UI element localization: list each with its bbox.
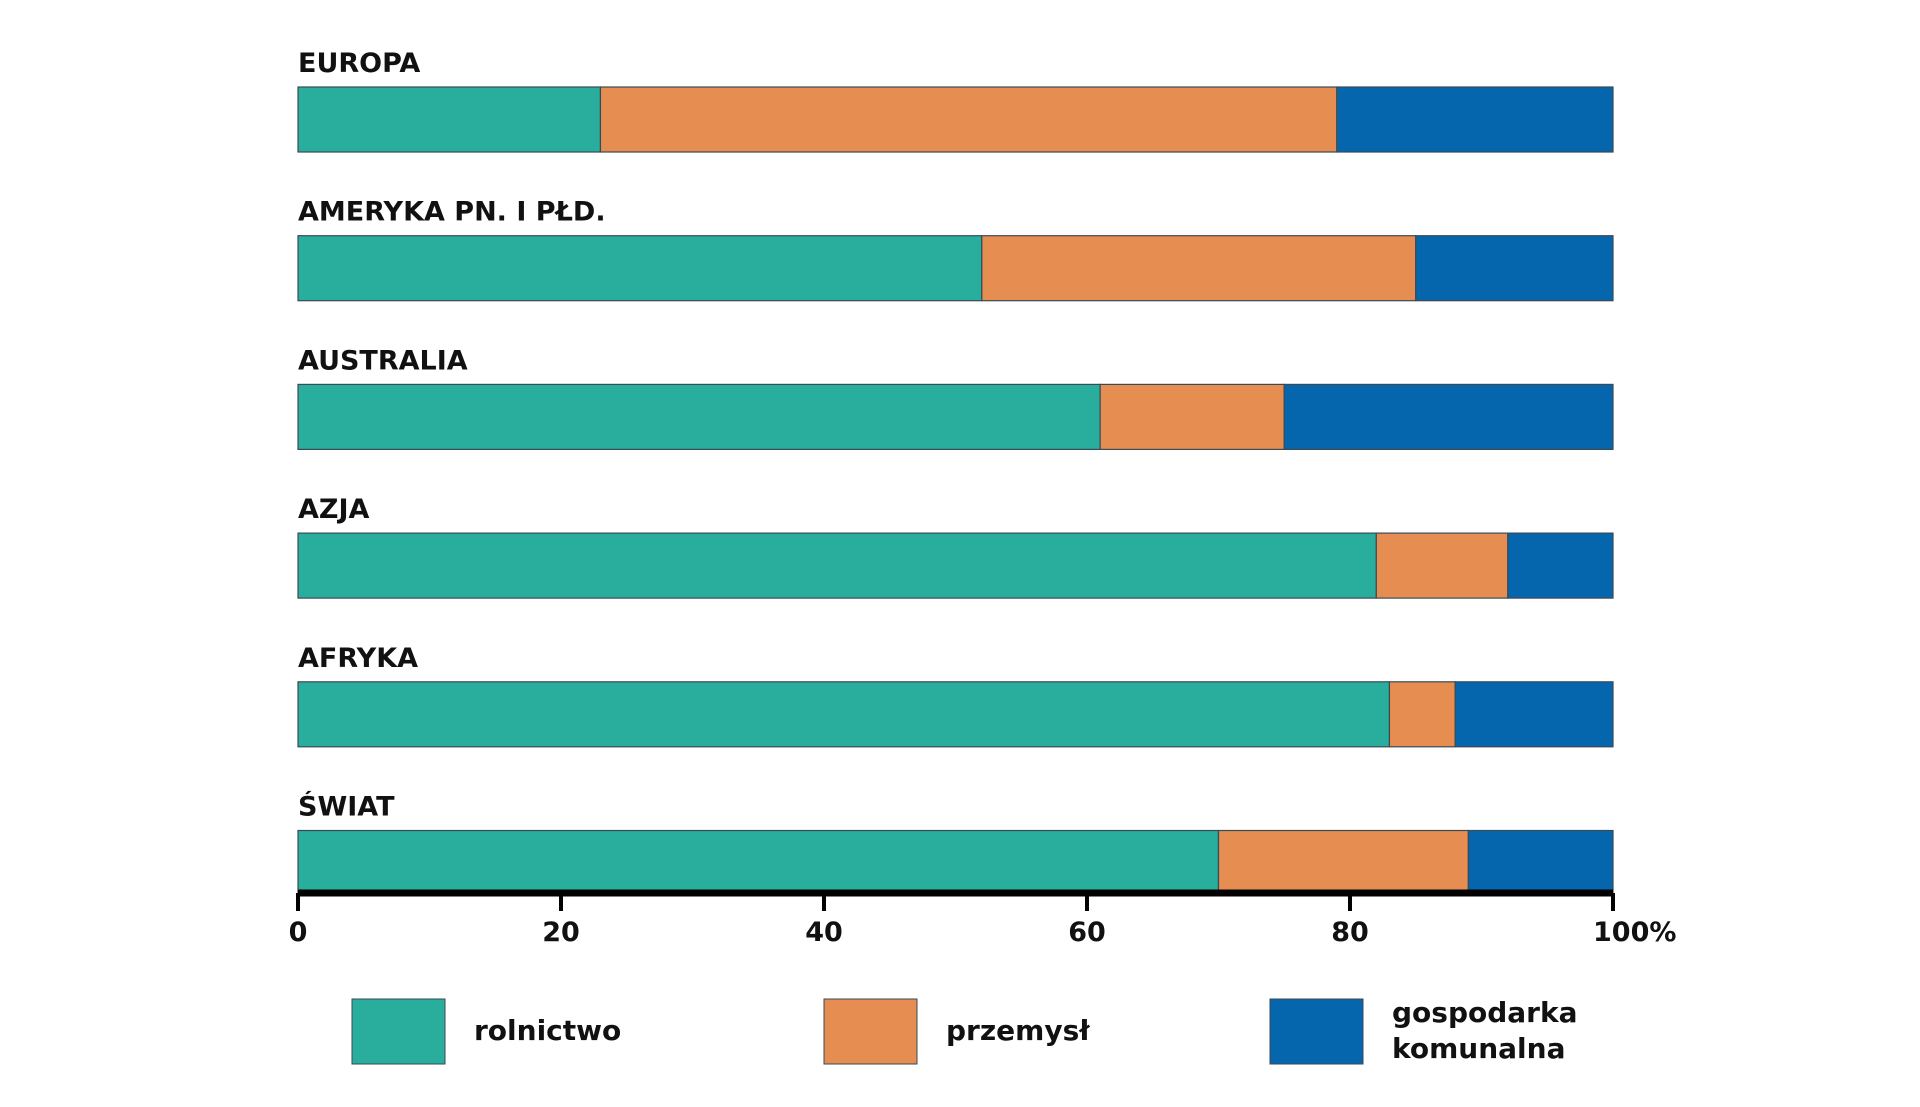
legend-label: rolnictwo [474, 1014, 622, 1047]
bar-segment [1467, 829, 1614, 897]
bar-segment [1217, 829, 1469, 897]
legend-label: gospodarka komunalna [1392, 996, 1578, 1065]
bar-segment [297, 829, 1220, 897]
legend-label: przemysł [946, 1014, 1090, 1047]
bar-segment [1099, 383, 1285, 450]
category-label: AZJA [298, 494, 370, 525]
x-tick-label: 80 [1331, 917, 1369, 948]
bar-segment [1388, 681, 1456, 748]
bar-segment [297, 532, 1377, 599]
bar-segment [981, 235, 1417, 302]
x-tick-label: 0 [289, 917, 308, 948]
bar-segment [297, 383, 1101, 450]
x-tick-label: 20 [542, 917, 580, 948]
bar-segment [599, 86, 1338, 153]
category-label: EUROPA [298, 48, 420, 79]
bar-segment [1283, 383, 1614, 450]
x-tick-label: 100% [1593, 917, 1676, 948]
category-label: AFRYKA [298, 643, 418, 674]
category-label: ŚWIAT [298, 791, 395, 823]
bar-segment [297, 86, 602, 153]
bar-segment [297, 681, 1391, 748]
bar-segment [1375, 532, 1509, 599]
bar-segment [1454, 681, 1614, 748]
legend-swatch [351, 998, 446, 1065]
category-label: AUSTRALIA [298, 345, 468, 376]
bar-segment [1507, 532, 1614, 599]
category-label: AMERYKA PN. I PŁD. [298, 197, 606, 228]
legend-swatch [1269, 998, 1364, 1065]
bar-segment [297, 235, 983, 302]
legend-swatch [823, 998, 918, 1065]
bar-segment [1336, 86, 1614, 153]
x-tick-label: 40 [805, 917, 843, 948]
x-tick-label: 60 [1068, 917, 1106, 948]
bar-segment [1415, 235, 1614, 302]
